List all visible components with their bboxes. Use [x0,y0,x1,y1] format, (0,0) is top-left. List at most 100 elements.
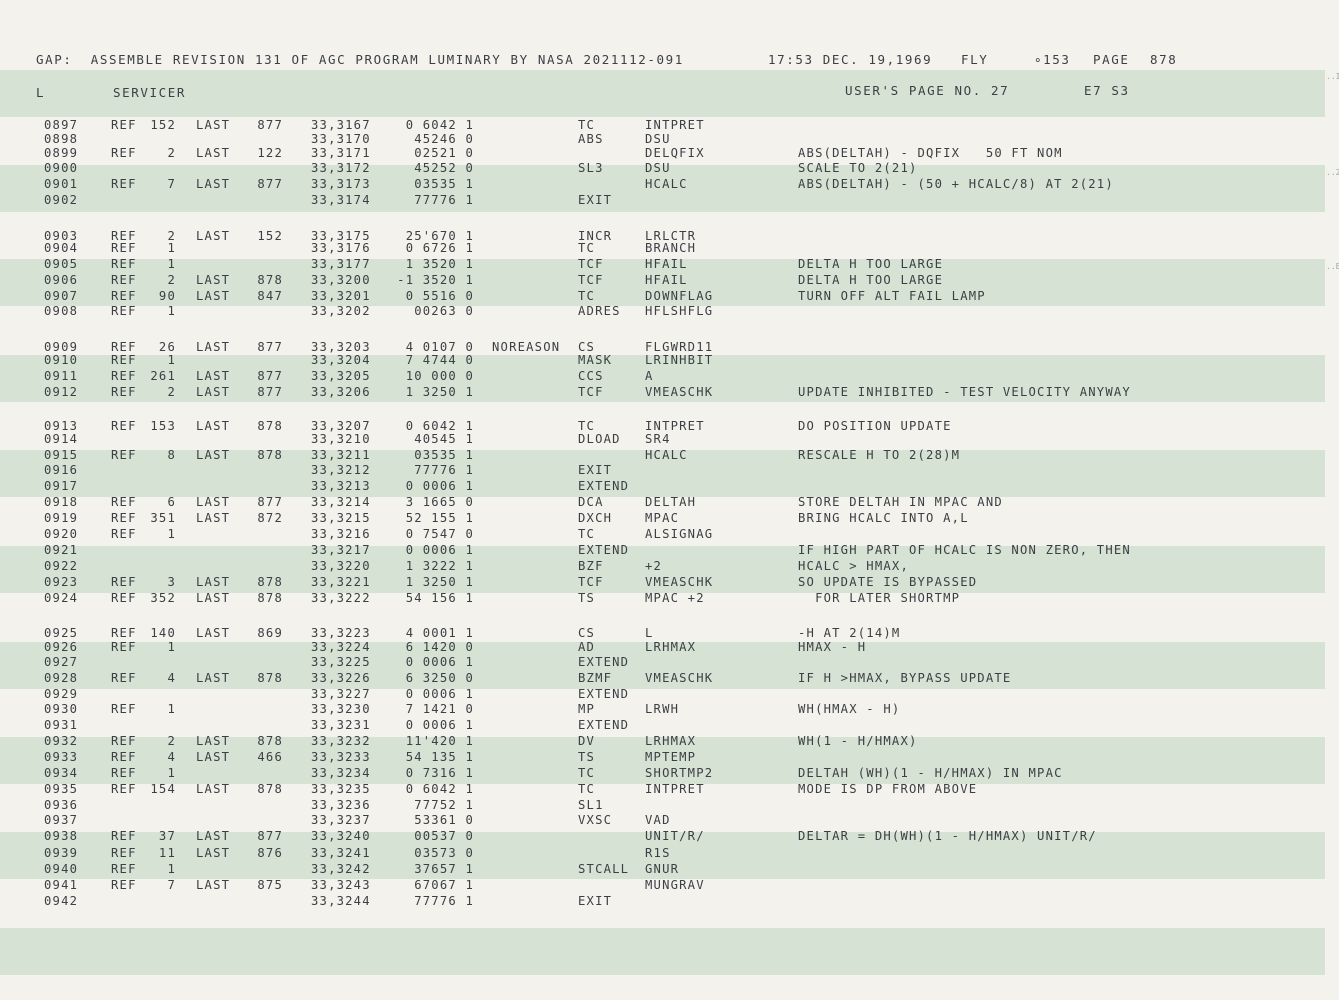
opcode: TC [578,527,596,541]
listing-row: 0902 33,3174 77776 1 EXIT [0,192,1325,208]
line-number: 0925 [44,626,79,640]
ref-label: REF [111,118,137,132]
last-page: 877 [257,369,283,383]
comment: BRING HCALC INTO A,L [798,511,969,525]
last-page: 876 [257,846,283,860]
listing-row: 0942 33,3244 77776 1 EXIT [0,893,1325,909]
operand: SHORTMP2 [645,766,714,780]
ref-label: REF [111,385,137,399]
comment: FOR LATER SHORTMP [798,591,961,605]
address: 33,3220 [311,559,371,573]
operand: INTPRET [645,419,705,433]
ref-label: REF [111,229,137,243]
ref-label: REF [111,304,137,318]
operand: HFLSHFLG [645,304,714,318]
operand: INTPRET [645,782,705,796]
address: 33,3200 [311,273,371,287]
address: 33,3223 [311,626,371,640]
ref-label: REF [111,257,137,271]
line-number: 0915 [44,448,79,462]
ref-label: REF [111,273,137,287]
operand: R1S [645,846,671,860]
operand: MUNGRAV [645,878,705,892]
ref-count: 140 [150,626,176,640]
ref-count: 1 [167,862,176,876]
address: 33,3212 [311,463,371,477]
operand: DSU [645,132,671,146]
last-label: LAST [196,289,231,303]
listing-row: 0932 REF 2 LAST 878 33,3232 11'420 1 DV LRHMAX WH… [0,733,1325,749]
ref-count: 152 [150,118,176,132]
paper-band [0,928,1325,975]
listing-row: 0929 33,3227 0 0006 1 EXTEND [0,686,1325,702]
operand: HCALC [645,448,688,462]
opcode: BZMF [578,671,613,685]
comment: SCALE TO 2(21) [798,161,918,175]
comment: DELTAH (WH)(1 - H/HMAX) IN MPAC [798,766,1063,780]
last-page: 878 [257,734,283,748]
address: 33,3232 [311,734,371,748]
comment: WH(1 - H/HMAX) [798,734,918,748]
listing-row: 0921 33,3217 0 0006 1 EXTEND IF HIGH PART OF… [0,542,1325,558]
listing-row: 0916 33,3212 77776 1 EXIT [0,462,1325,478]
line-number: 0914 [44,432,79,446]
listing-row: 0936 33,3236 77752 1 SL1 [0,797,1325,813]
ref-label: REF [111,340,137,354]
line-number: 0899 [44,146,79,160]
address: 33,3203 [311,340,371,354]
listing-row: 0914 33,3210 40545 1 DLOAD SR4 [0,431,1325,447]
listing-row: 0900 33,3172 45252 0 SL3 DSU SCALE TO 2(21) [0,160,1325,176]
paper-band [0,165,1325,212]
line-number: 0930 [44,702,79,716]
paper-band [0,70,1325,117]
octal-word: 7 1421 0 [405,702,474,716]
line-number: 0905 [44,257,79,271]
ref-label: REF [111,146,137,160]
edge-mark: ..I [1326,72,1339,81]
listing-row: 0899 REF 2 LAST 122 33,3171 02521 0 DELQFIX ABS(… [0,145,1325,161]
octal-word: 45252 0 [414,161,474,175]
octal-word: 03535 1 [414,448,474,462]
octal-word: 1 3250 1 [405,575,474,589]
edge-mark: ..2 [1326,168,1339,177]
section-code: E7 S3 [1084,83,1130,98]
paper-band [0,832,1325,879]
listing-row: 0909 REF 26 LAST 877 33,3203 4 0107 0 NOREASON C… [0,339,1325,355]
ref-count: 3 [167,575,176,589]
octal-word: 77752 1 [414,798,474,812]
last-label: LAST [196,229,231,243]
ref-label: REF [111,495,137,509]
operand: LRWH [645,702,680,716]
last-page: 152 [257,229,283,243]
comment: DO POSITION UPDATE [798,419,952,433]
operand: A [645,369,654,383]
ref-label: REF [111,878,137,892]
octal-word: 0 0006 1 [405,479,474,493]
last-page: 877 [257,118,283,132]
opcode: TC [578,289,596,303]
ref-count: 11 [158,846,176,860]
comment: RESCALE H TO 2(28)M [798,448,961,462]
opcode: CCS [578,369,604,383]
listing-row: 0908 REF 1 33,3202 00263 0 ADRES HFLSHFLG [0,303,1325,319]
ref-count: 1 [167,702,176,716]
address: 33,3227 [311,687,371,701]
address: 33,3230 [311,702,371,716]
opcode: EXTEND [578,687,630,701]
timestamp: 17:53 DEC. 19,1969 [768,52,933,67]
opcode: EXIT [578,463,613,477]
ref-label: REF [111,846,137,860]
last-label: LAST [196,846,231,860]
ref-count: 1 [167,640,176,654]
listing-row: 0928 REF 4 LAST 878 33,3226 6 3250 0 BZMF VMEASC… [0,670,1325,686]
address: 33,3202 [311,304,371,318]
listing-row: 0897 REF 152 LAST 877 33,3167 0 6042 1 TC INTPRE… [0,117,1325,133]
operand: LRHMAX [645,734,697,748]
line-number: 0908 [44,304,79,318]
listing-row: 0905 REF 1 33,3177 1 3520 1 TCF HFAIL DELTA H T… [0,256,1325,272]
address: 33,3224 [311,640,371,654]
last-page: 872 [257,511,283,525]
line-number: 0928 [44,671,79,685]
address: 33,3217 [311,543,371,557]
address: 33,3207 [311,419,371,433]
